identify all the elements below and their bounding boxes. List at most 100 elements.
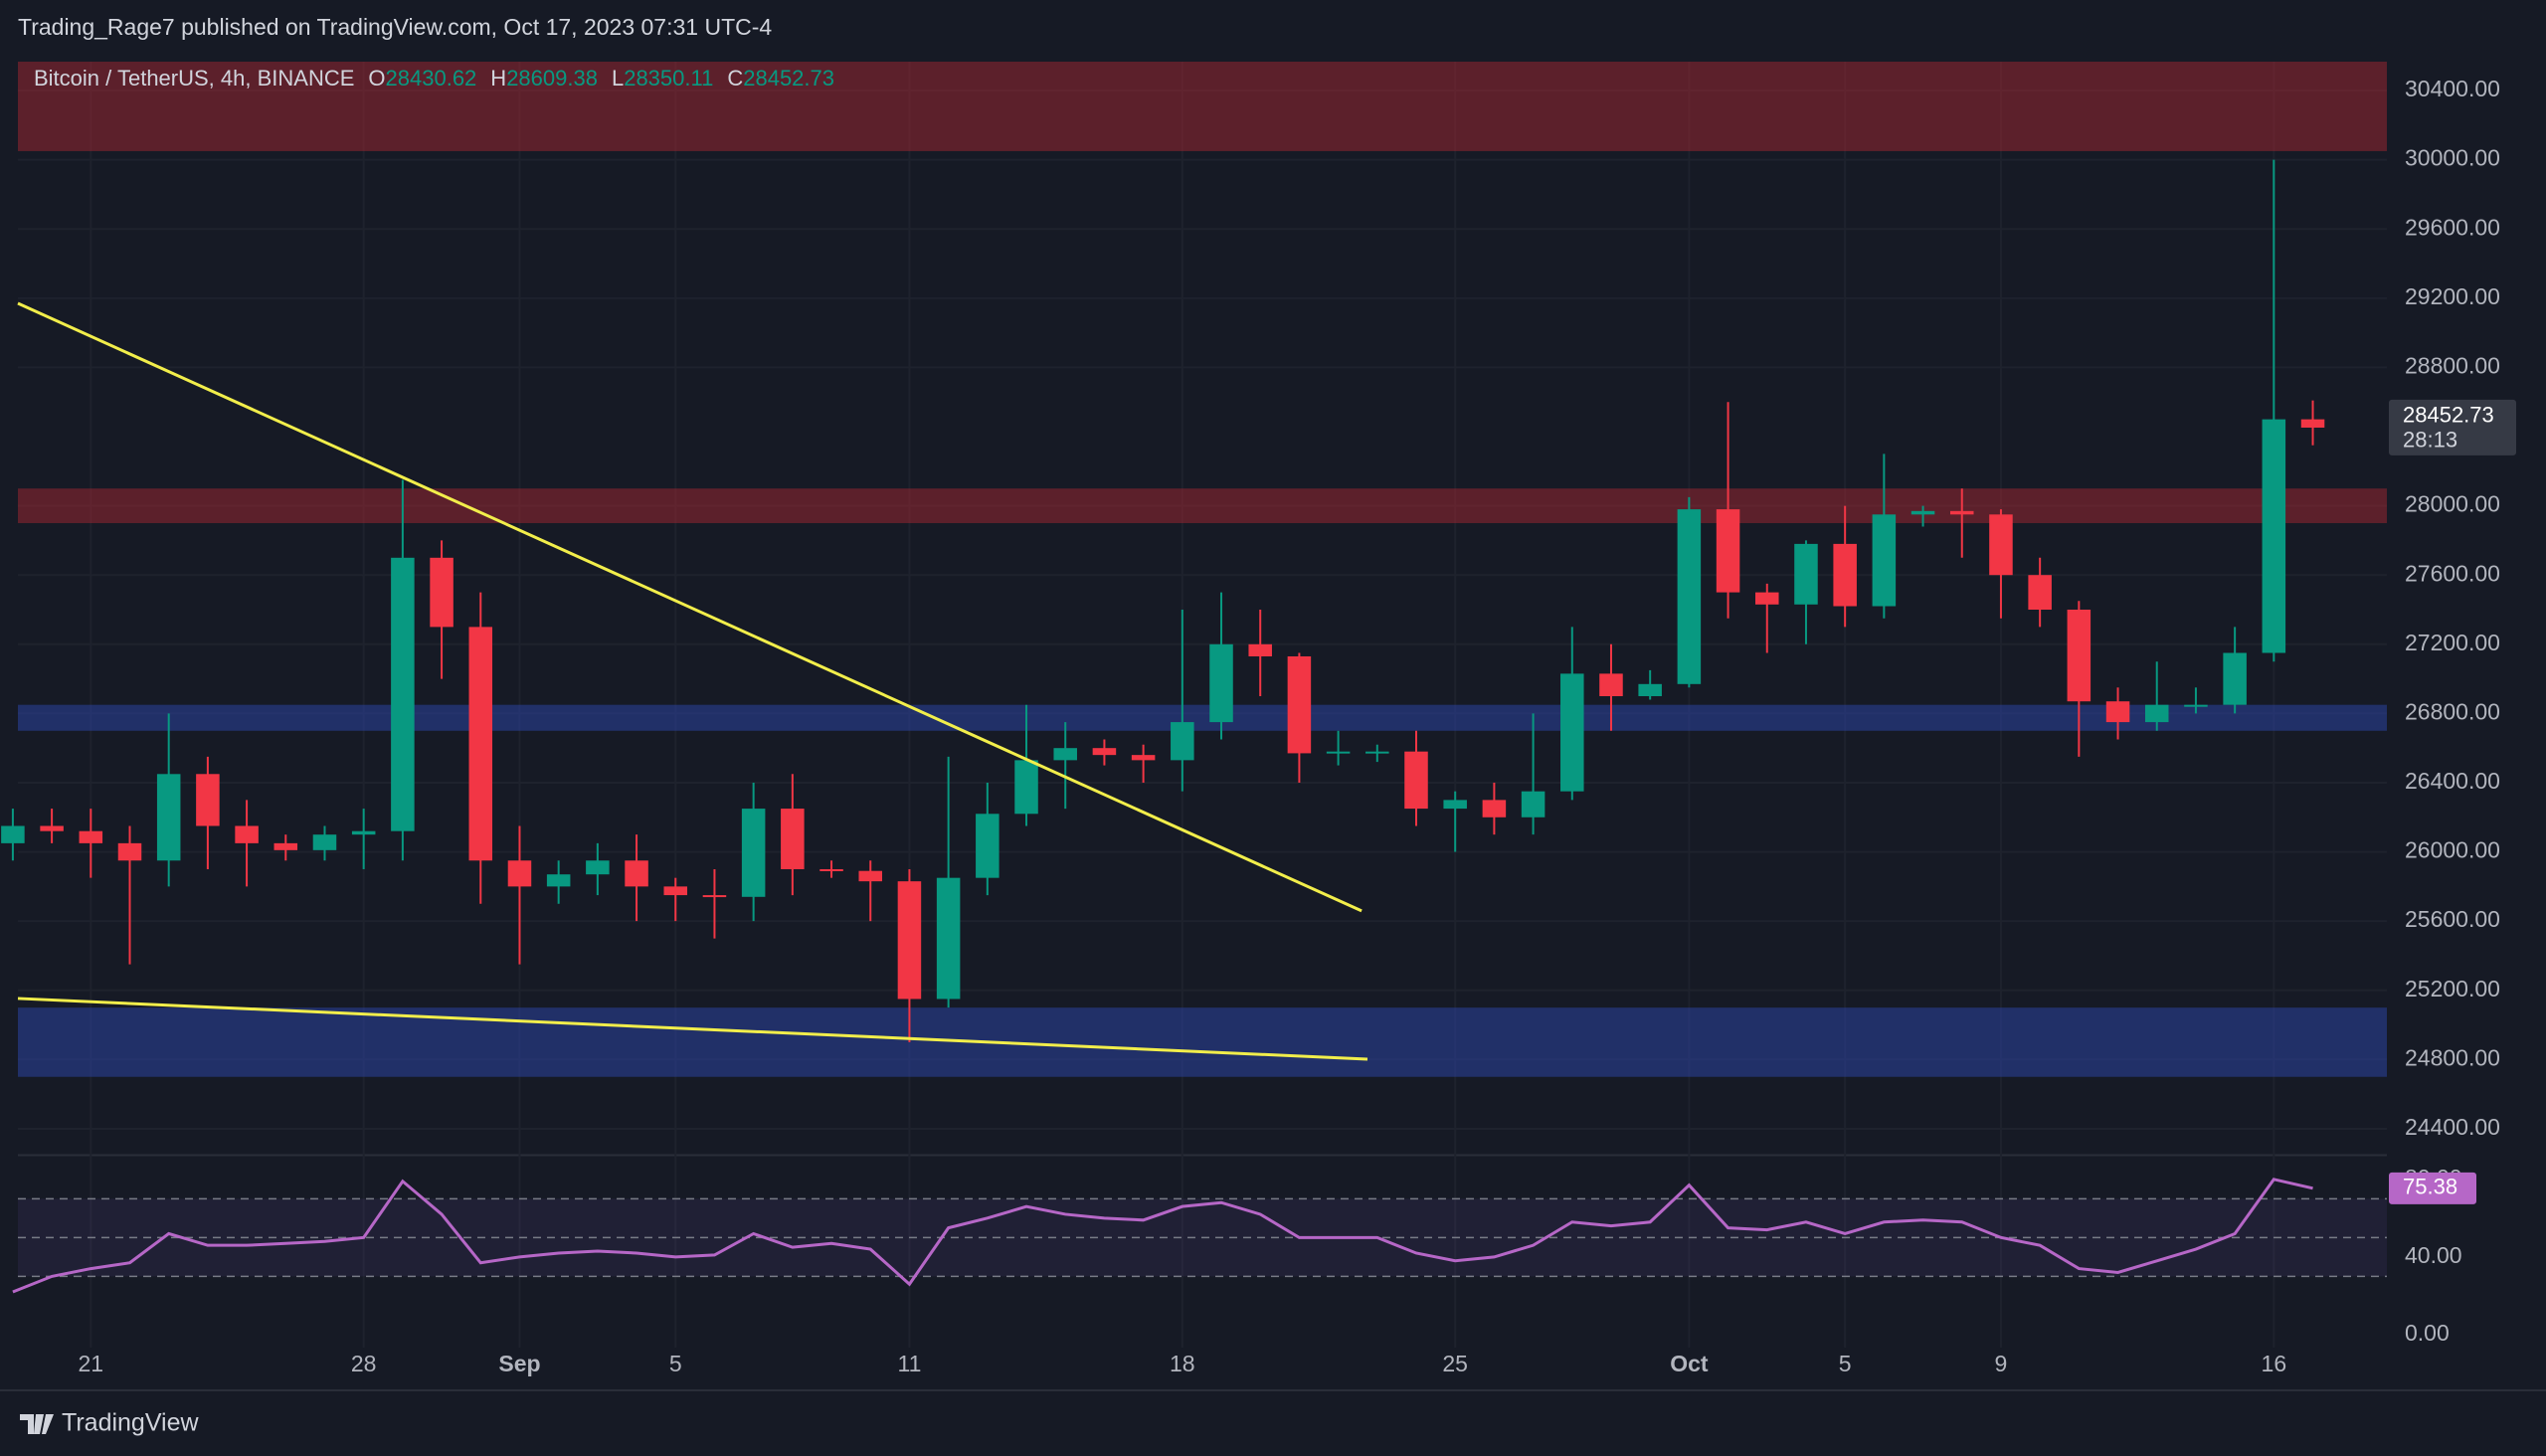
candle-body bbox=[1833, 543, 1857, 607]
candle-body bbox=[741, 809, 766, 897]
y-tick-label: 27600.00 bbox=[2405, 560, 2500, 586]
zone bbox=[18, 62, 2387, 151]
rsi-tick-label: 0.00 bbox=[2405, 1320, 2450, 1346]
candle-body bbox=[1677, 509, 1702, 684]
candle-body bbox=[936, 877, 961, 1000]
last-price-label: 28452.73 bbox=[2403, 403, 2494, 428]
candle-body bbox=[156, 774, 181, 861]
legend-item: L bbox=[612, 66, 624, 91]
candle-body bbox=[1092, 748, 1117, 756]
y-tick-label: 29200.00 bbox=[2405, 283, 2500, 309]
candle-body bbox=[2300, 419, 2325, 428]
y-tick-label: 28000.00 bbox=[2405, 491, 2500, 517]
countdown-label: 28:13 bbox=[2403, 428, 2457, 453]
x-tick-label: 9 bbox=[1995, 1351, 2008, 1376]
candle-body bbox=[1287, 655, 1312, 754]
x-tick-label: 11 bbox=[897, 1351, 921, 1376]
y-tick-label: 26000.00 bbox=[2405, 837, 2500, 863]
candle-body bbox=[546, 874, 571, 887]
candle-body bbox=[1248, 643, 1272, 656]
candle-body bbox=[1949, 510, 1974, 515]
zone bbox=[18, 488, 2387, 524]
trendline bbox=[17, 997, 1368, 1061]
candle-body bbox=[1482, 800, 1507, 818]
y-tick-label: 29600.00 bbox=[2405, 214, 2500, 240]
y-tick-label: 26400.00 bbox=[2405, 768, 2500, 794]
candle-body bbox=[858, 870, 882, 882]
x-tick-label: 5 bbox=[1839, 1351, 1852, 1376]
candle-body bbox=[2223, 652, 2247, 705]
x-tick-label: 21 bbox=[79, 1351, 104, 1376]
candle-body bbox=[196, 774, 220, 826]
legend-item: O bbox=[368, 66, 385, 91]
rsi-badge-label: 75.38 bbox=[2403, 1175, 2457, 1199]
candle-body bbox=[2262, 419, 2286, 653]
candle-body bbox=[1989, 514, 2013, 576]
candle-body bbox=[507, 860, 532, 887]
y-tick-label: 26800.00 bbox=[2405, 698, 2500, 724]
candle-body bbox=[468, 627, 493, 861]
x-tick-label: 25 bbox=[1442, 1351, 1468, 1376]
candle-body bbox=[663, 886, 688, 896]
legend-item: H bbox=[490, 66, 506, 91]
candle-body bbox=[273, 842, 298, 850]
legend-item: 28350.11 bbox=[624, 66, 713, 91]
candle-body bbox=[1326, 751, 1351, 754]
x-tick-label: 16 bbox=[2262, 1351, 2287, 1376]
y-tick-label: 27200.00 bbox=[2405, 630, 2500, 655]
legend-item: 28452.73 bbox=[743, 66, 834, 91]
candle-body bbox=[1131, 755, 1156, 761]
candle-body bbox=[1443, 800, 1467, 810]
candle-body bbox=[1365, 751, 1389, 754]
candle-body bbox=[1638, 683, 1662, 696]
legend-item: 28609.38 bbox=[506, 66, 598, 91]
x-tick-label: Sep bbox=[498, 1351, 540, 1376]
candle-body bbox=[1794, 543, 1818, 605]
candle-body bbox=[1872, 514, 1897, 607]
candle-body bbox=[430, 557, 454, 628]
candle-body bbox=[1755, 592, 1779, 605]
candle-body bbox=[1053, 748, 1077, 761]
candle-body bbox=[235, 825, 259, 843]
y-tick-label: 30400.00 bbox=[2405, 76, 2500, 101]
candle-body bbox=[1, 825, 25, 843]
legend-item: Bitcoin / TetherUS, 4h, BINANCE bbox=[34, 66, 354, 91]
candle-body bbox=[351, 830, 376, 835]
candle-body bbox=[391, 557, 415, 831]
y-tick-label: 25200.00 bbox=[2405, 976, 2500, 1001]
x-tick-label: 28 bbox=[351, 1351, 377, 1376]
candle-body bbox=[1521, 791, 1546, 818]
candle-body bbox=[312, 834, 337, 850]
candle-body bbox=[117, 842, 142, 861]
candle-body bbox=[1404, 751, 1428, 810]
candle-body bbox=[1560, 673, 1584, 792]
candle-body bbox=[1171, 722, 1194, 761]
candle-body bbox=[1716, 509, 1740, 593]
legend-item: C bbox=[727, 66, 743, 91]
candle-body bbox=[2067, 610, 2091, 702]
candle-body bbox=[897, 881, 922, 1000]
candle-body bbox=[819, 868, 843, 871]
trendline bbox=[17, 301, 1363, 913]
candle-body bbox=[2028, 575, 2052, 611]
candle-body bbox=[1209, 643, 1233, 723]
rsi-tick-label: 40.00 bbox=[2405, 1242, 2462, 1268]
candle-body bbox=[2184, 704, 2208, 707]
y-tick-label: 24800.00 bbox=[2405, 1044, 2500, 1070]
candle-body bbox=[79, 830, 103, 843]
candle-body bbox=[2144, 704, 2169, 723]
candle-body bbox=[1910, 510, 1935, 515]
candle-body bbox=[40, 825, 64, 831]
rsi-line bbox=[12, 1178, 2313, 1294]
published-line: Trading_Rage7 published on TradingView.c… bbox=[18, 14, 772, 40]
legend-item: 28430.62 bbox=[386, 66, 477, 91]
x-tick-label: 5 bbox=[669, 1351, 682, 1376]
y-tick-label: 28800.00 bbox=[2405, 353, 2500, 379]
zone bbox=[18, 1007, 2387, 1077]
rsi-badge bbox=[2389, 1172, 2476, 1204]
zone bbox=[18, 704, 2387, 731]
candle-body bbox=[1014, 760, 1038, 815]
y-tick-label: 30000.00 bbox=[2405, 145, 2500, 171]
candle-body bbox=[625, 860, 648, 887]
